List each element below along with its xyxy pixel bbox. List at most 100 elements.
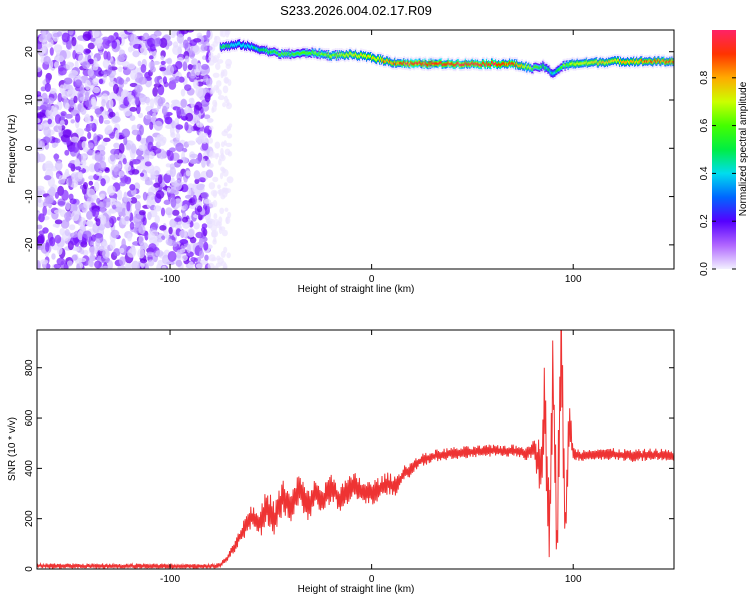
ridge-core bbox=[363, 54, 366, 58]
noise-blob bbox=[210, 224, 218, 232]
noise-blob bbox=[224, 187, 229, 195]
ridge-core bbox=[243, 43, 245, 46]
ridge-core bbox=[506, 63, 508, 66]
ridge-core bbox=[306, 51, 309, 54]
noise-blob bbox=[204, 92, 211, 103]
noise-blob bbox=[132, 215, 142, 224]
ridge-core bbox=[484, 63, 487, 67]
noise-blob bbox=[79, 136, 87, 143]
ridge-core bbox=[458, 63, 461, 66]
ridge-core bbox=[232, 43, 235, 47]
noise-blob bbox=[121, 61, 130, 68]
ridge-core bbox=[612, 59, 615, 63]
noise-blob bbox=[80, 107, 87, 115]
noise-blob bbox=[104, 167, 110, 173]
noise-blob bbox=[109, 239, 116, 250]
ridge-core bbox=[532, 68, 535, 71]
ridge-core bbox=[667, 61, 670, 64]
ridge-core bbox=[619, 59, 622, 62]
ridge-core bbox=[602, 61, 605, 64]
ridge-core bbox=[594, 60, 597, 63]
noise-blob bbox=[63, 77, 73, 85]
noise-blob bbox=[168, 226, 173, 235]
noise-blob bbox=[118, 77, 125, 85]
ridge-core bbox=[303, 51, 306, 54]
noise-blob bbox=[114, 129, 120, 141]
noise-blob bbox=[171, 120, 176, 129]
ridge-core bbox=[268, 51, 271, 54]
noise-blob bbox=[87, 131, 92, 140]
ridge-core bbox=[666, 60, 669, 63]
noise-blob bbox=[64, 229, 70, 237]
noise-blob bbox=[152, 38, 162, 47]
noise-blob bbox=[214, 141, 221, 149]
ridge-core bbox=[477, 63, 480, 66]
noise-blob bbox=[69, 198, 77, 205]
noise-blob bbox=[118, 151, 125, 162]
ridge-core bbox=[617, 59, 620, 62]
ridge-core bbox=[461, 63, 464, 66]
ridge-core bbox=[259, 49, 261, 52]
noise-blob bbox=[169, 163, 175, 170]
y-tick-label: 600 bbox=[24, 409, 35, 426]
ridge-core bbox=[565, 63, 568, 66]
ridge-core bbox=[229, 44, 232, 47]
ridge-core bbox=[418, 61, 421, 64]
noise-blob bbox=[79, 249, 85, 255]
noise-blob bbox=[97, 144, 106, 152]
noise-blob bbox=[152, 165, 161, 176]
noise-blob bbox=[149, 169, 155, 175]
ridge-core bbox=[633, 59, 635, 62]
ridge-core bbox=[559, 67, 562, 70]
noise-blob bbox=[71, 36, 77, 47]
ridge-core bbox=[398, 61, 401, 65]
ridge-core bbox=[311, 50, 314, 53]
ridge-core bbox=[362, 53, 365, 57]
ridge-core bbox=[492, 62, 495, 66]
noise-blob bbox=[82, 181, 88, 190]
ridge-core bbox=[224, 44, 227, 48]
noise-blob bbox=[148, 243, 157, 252]
noise-blob bbox=[111, 40, 118, 49]
noise-blob bbox=[109, 72, 115, 83]
ridge-core bbox=[629, 61, 631, 65]
colorbar-tick-label: 0.4 bbox=[699, 166, 710, 180]
ridge-core bbox=[549, 70, 552, 73]
ridge-core bbox=[378, 57, 380, 60]
ridge-core bbox=[313, 52, 316, 56]
snr-x-label: Height of straight line (km) bbox=[298, 584, 415, 595]
noise-blob bbox=[172, 241, 178, 247]
ridge-core bbox=[535, 65, 538, 68]
noise-blob bbox=[166, 187, 171, 193]
ridge-core bbox=[610, 59, 613, 63]
ridge-core bbox=[583, 61, 586, 64]
noise-blob bbox=[175, 142, 184, 152]
noise-blob bbox=[86, 188, 96, 198]
ridge-core bbox=[570, 62, 573, 66]
ridge-core bbox=[330, 55, 333, 59]
ridge-core bbox=[278, 53, 281, 56]
noise-blob bbox=[82, 31, 92, 41]
noise-blob bbox=[64, 168, 70, 177]
noise-blob bbox=[44, 82, 51, 92]
noise-blob bbox=[42, 43, 47, 54]
noise-blob bbox=[117, 189, 123, 201]
noise-blob bbox=[121, 128, 131, 138]
noise-blob bbox=[70, 136, 79, 143]
ridge-core bbox=[264, 48, 266, 51]
noise-blob bbox=[146, 197, 152, 209]
spectrogram-plot-area bbox=[37, 30, 674, 269]
noise-blob bbox=[47, 103, 52, 111]
ridge-core bbox=[487, 62, 490, 66]
ridge-core bbox=[636, 59, 638, 62]
noise-blob bbox=[175, 75, 181, 82]
ridge-core bbox=[600, 61, 603, 65]
ridge-core bbox=[348, 52, 351, 55]
ridge-core bbox=[265, 49, 267, 53]
noise-blob bbox=[198, 238, 204, 249]
ridge-core bbox=[384, 60, 386, 63]
ridge-core bbox=[425, 62, 428, 66]
noise-blob bbox=[68, 175, 73, 187]
ridge-core bbox=[376, 58, 378, 62]
